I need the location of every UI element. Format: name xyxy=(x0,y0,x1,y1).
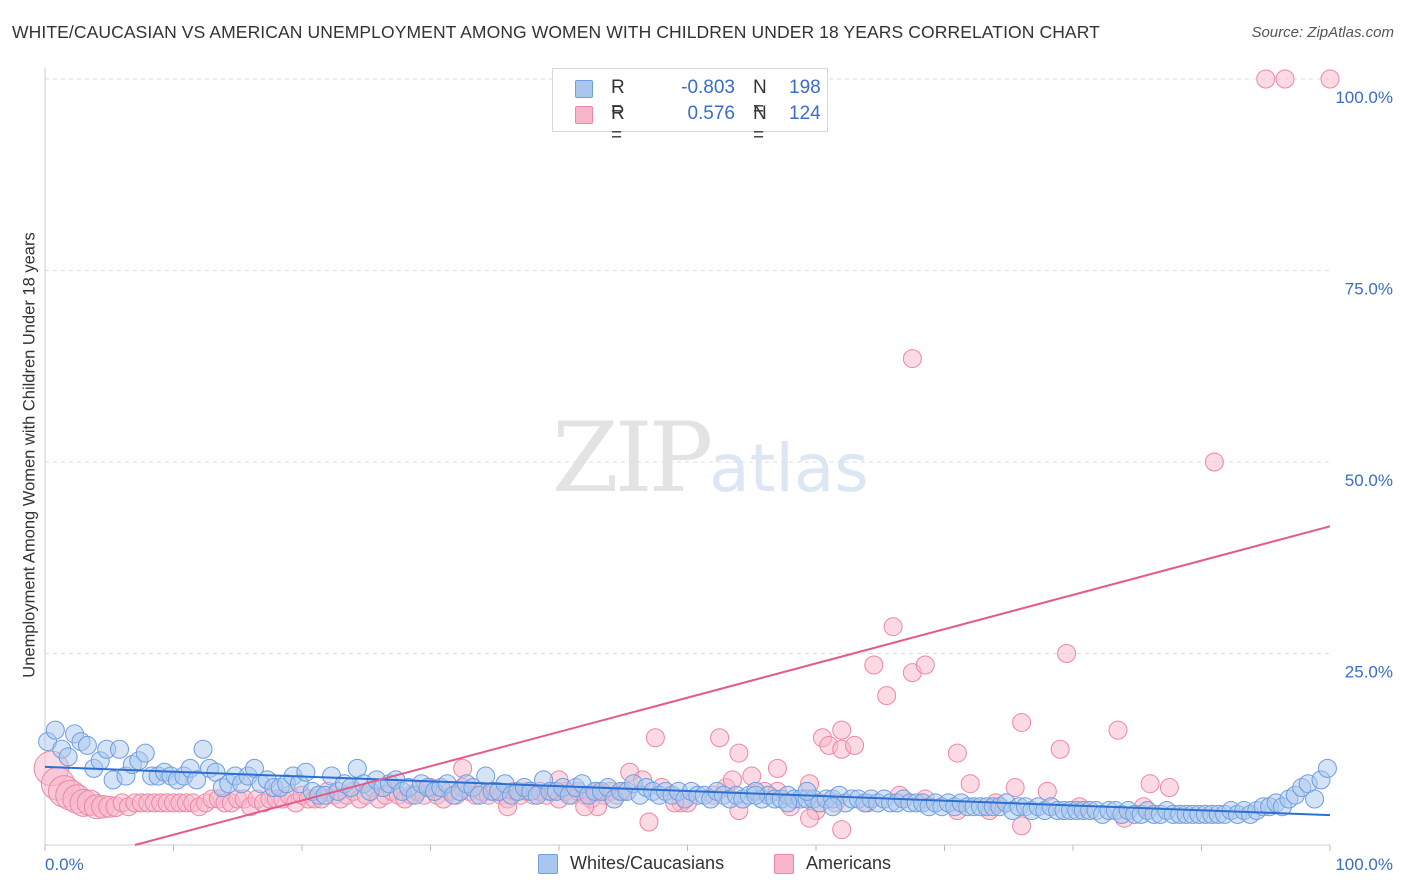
point-americans xyxy=(883,617,903,637)
point-americans xyxy=(645,728,665,748)
point-americans xyxy=(915,655,935,675)
bottom-legend-swatch-americans xyxy=(774,854,794,874)
legend-r-value-americans: 0.576 xyxy=(687,103,735,124)
point-americans xyxy=(845,735,865,755)
bottom-legend-swatch-whites xyxy=(538,854,558,874)
point-whites xyxy=(797,781,817,801)
point-americans xyxy=(800,808,820,828)
point-whites xyxy=(193,739,213,759)
point-americans xyxy=(960,774,980,794)
trendline-americans xyxy=(134,525,1331,846)
point-whites xyxy=(45,720,65,740)
point-americans xyxy=(832,820,852,840)
point-americans xyxy=(864,655,884,675)
legend-n-label: N = xyxy=(753,103,767,146)
point-americans xyxy=(1005,778,1025,798)
point-americans xyxy=(767,758,787,778)
point-whites xyxy=(746,785,766,805)
point-whites xyxy=(778,793,798,813)
point-americans xyxy=(1256,69,1276,89)
watermark-atlas: atlas xyxy=(709,430,869,507)
point-americans xyxy=(1108,720,1128,740)
series-americans xyxy=(33,69,1340,840)
point-whites xyxy=(1305,789,1325,809)
point-americans xyxy=(1140,774,1160,794)
bottom-legend-label-whites: Whites/Caucasians xyxy=(570,853,725,873)
point-whites xyxy=(823,797,843,817)
point-whites xyxy=(58,747,78,767)
trendline-whites xyxy=(44,765,1331,817)
y-tick-label: 75.0% xyxy=(1345,280,1393,299)
chart-title: WHITE/CAUCASIAN VS AMERICAN UNEMPLOYMENT… xyxy=(12,22,1100,42)
x-tick-label: 100.0% xyxy=(1335,855,1393,874)
legend-r-label: R = xyxy=(611,103,625,146)
legend-swatch-americans xyxy=(575,106,593,124)
point-americans xyxy=(710,728,730,748)
point-whites xyxy=(296,762,316,782)
point-americans xyxy=(1057,644,1077,663)
legend-r-label: R = xyxy=(611,77,625,120)
point-americans xyxy=(639,812,659,832)
legend-n-value-whites: 198 xyxy=(789,77,821,98)
point-whites xyxy=(110,739,130,759)
legend-n-value-americans: 124 xyxy=(789,103,821,124)
point-americans xyxy=(1012,816,1032,836)
point-whites xyxy=(187,770,207,790)
watermark: ZIPatlas xyxy=(552,402,869,514)
point-americans xyxy=(877,686,897,706)
point-americans xyxy=(1275,69,1295,89)
point-americans xyxy=(1204,452,1224,472)
source-label: Source: ZipAtlas.com xyxy=(1251,24,1394,41)
bottom-legend-label-americans: Americans xyxy=(806,853,892,873)
legend-r-value-whites: -0.803 xyxy=(681,77,735,98)
legend-n-label: N = xyxy=(753,77,767,120)
point-americans xyxy=(729,743,749,763)
point-americans xyxy=(1159,778,1179,798)
point-americans xyxy=(1012,712,1032,732)
y-tick-label: 50.0% xyxy=(1345,471,1393,490)
watermark-zip: ZIP xyxy=(552,402,713,514)
legend-swatch-whites xyxy=(575,80,593,98)
point-americans xyxy=(832,720,852,740)
point-americans xyxy=(947,743,967,763)
series-whites xyxy=(38,720,1337,824)
correlation-legend: R = -0.803 N = 198 R = 0.576 N = 124 xyxy=(552,68,828,146)
point-whites xyxy=(77,735,97,755)
point-americans xyxy=(902,349,922,369)
point-americans xyxy=(1050,739,1070,759)
x-tick-label: 0.0% xyxy=(45,855,84,874)
y-tick-label: 25.0% xyxy=(1345,663,1393,682)
y-tick-label: 100.0% xyxy=(1335,88,1393,107)
point-americans xyxy=(1320,69,1340,89)
point-whites xyxy=(135,743,155,763)
point-whites xyxy=(1317,758,1337,778)
